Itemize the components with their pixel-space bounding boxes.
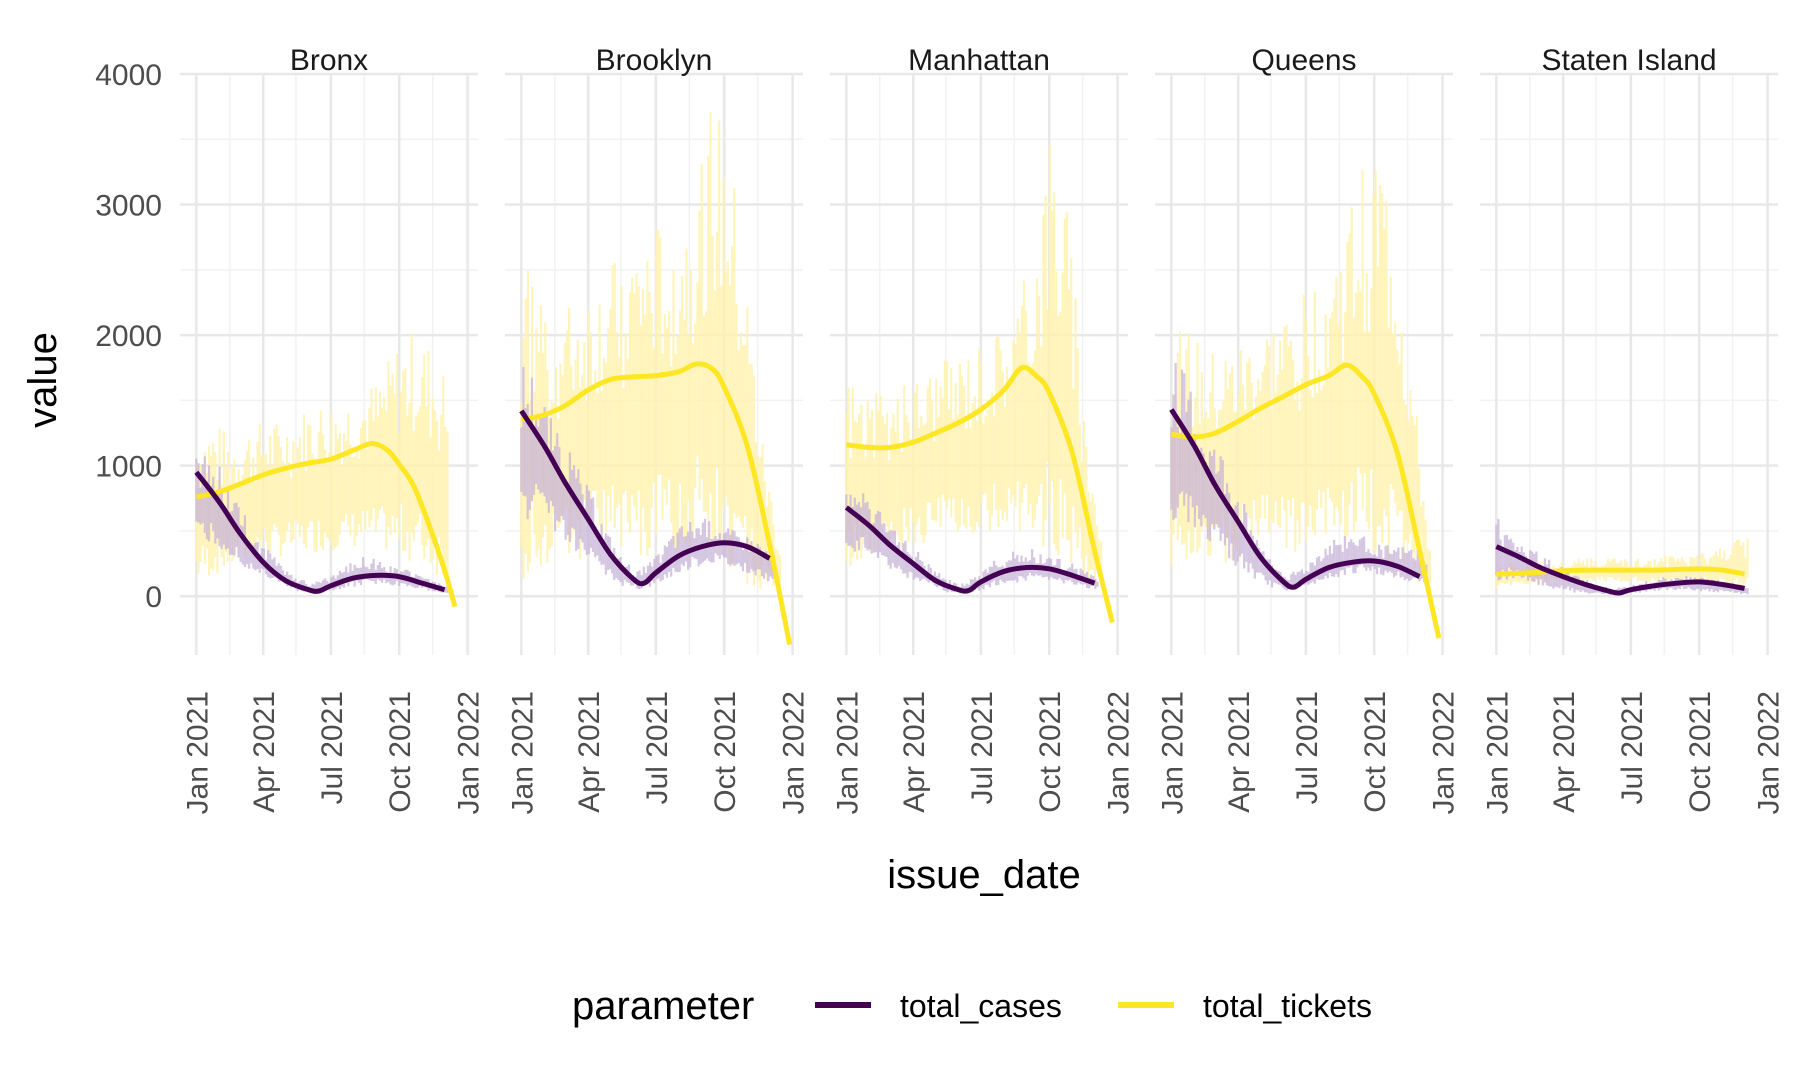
facet-panel-manhattan: Manhattan Jan 2021 Apr 2021 Jul 2021 Oct 202… [830, 44, 1136, 814]
legend-entry-total_cases: total_cases [815, 988, 1062, 1024]
x-tick-label: Apr 2021 [573, 691, 606, 813]
x-tick-label: Jan 2021 [506, 691, 539, 814]
y-tick-label: 1000 [95, 451, 162, 484]
series-line-total_tickets [195, 440, 458, 608]
series-line-total_tickets [1496, 566, 1746, 577]
x-tick-label: Oct 2021 [709, 691, 742, 813]
series-line-total_cases [519, 409, 771, 587]
x-axis-title: issue_date [887, 853, 1080, 897]
x-tick-label: Jan 2021 [1156, 691, 1189, 814]
facet-strip-label: Brooklyn [596, 44, 713, 77]
y-tick-label: 2000 [95, 320, 162, 353]
x-tick-label: Oct 2021 [384, 691, 417, 813]
x-tick-label: Apr 2021 [1223, 691, 1256, 813]
y-tick-label: 4000 [95, 59, 162, 92]
x-tick-label: Jul 2021 [1616, 691, 1649, 804]
series-line-total_tickets [1171, 362, 1442, 639]
legend-title: parameter [572, 984, 754, 1028]
legend-label: total_cases [900, 988, 1062, 1024]
x-tick-label: Jul 2021 [316, 691, 349, 804]
x-tick-label: Jan 2022 [453, 691, 486, 814]
y-tick-label: 0 [145, 581, 162, 614]
facet-strip-label: Queens [1251, 44, 1356, 77]
x-tick-label: Jan 2022 [1428, 691, 1461, 814]
x-tick-label: Jul 2021 [641, 691, 674, 804]
x-tick-label: Apr 2021 [248, 691, 281, 813]
x-tick-label: Oct 2021 [1359, 691, 1392, 813]
series-line-total_tickets [520, 361, 793, 646]
facet-panels: Bronx Jan 2021 Apr 2021 Jul 2021 Oct 2021 Jan… [95, 44, 1785, 814]
series-line-total_cases [1495, 544, 1745, 596]
x-tick-label: Jan 2022 [778, 691, 811, 814]
raw-band-total_cases [520, 367, 774, 590]
x-tick-label: Apr 2021 [1548, 691, 1581, 813]
series-line-total_cases [1169, 408, 1421, 590]
facet-panel-bronx: Bronx Jan 2021 Apr 2021 Jul 2021 Oct 2021 Jan… [180, 44, 486, 814]
x-tick-label: Jul 2021 [1291, 691, 1324, 804]
x-tick-label: Jan 2021 [181, 691, 214, 814]
facet-panel-staten-island: Staten Island Jan 2021 Apr 2021 Jul 2021 Oct… [1480, 44, 1786, 814]
x-tick-label: Jan 2021 [831, 691, 864, 814]
x-tick-label: Apr 2021 [898, 691, 931, 813]
x-tick-label: Oct 2021 [1684, 691, 1717, 813]
facet-panel-brooklyn: Brooklyn Jan 2021 Apr 2021 Jul 2021 Oct 2021… [505, 44, 811, 814]
x-tick-label: Jan 2022 [1753, 691, 1786, 814]
facet-strip-label: Manhattan [908, 44, 1050, 77]
x-tick-label: Jan 2021 [1481, 691, 1514, 814]
facet-panel-queens: Queens Jan 2021 Apr 2021 Jul 2021 Oct 2021 Ja… [1155, 44, 1461, 814]
x-tick-label: Oct 2021 [1034, 691, 1067, 813]
x-tick-label: Jan 2022 [1103, 691, 1136, 814]
legend: parameter total_cases total_tickets [572, 984, 1372, 1028]
legend-label: total_tickets [1203, 988, 1372, 1024]
y-axis-title: value [21, 332, 65, 428]
x-tick-label: Jul 2021 [966, 691, 999, 804]
series-line-total_cases [194, 470, 446, 594]
series-line-total_cases [844, 505, 1096, 594]
facet-strip-label: Bronx [290, 44, 368, 77]
y-tick-label: 3000 [95, 190, 162, 223]
series-line-total_tickets [846, 364, 1115, 623]
legend-entry-total_tickets: total_tickets [1118, 988, 1372, 1024]
facet-strip-label: Staten Island [1541, 44, 1716, 77]
